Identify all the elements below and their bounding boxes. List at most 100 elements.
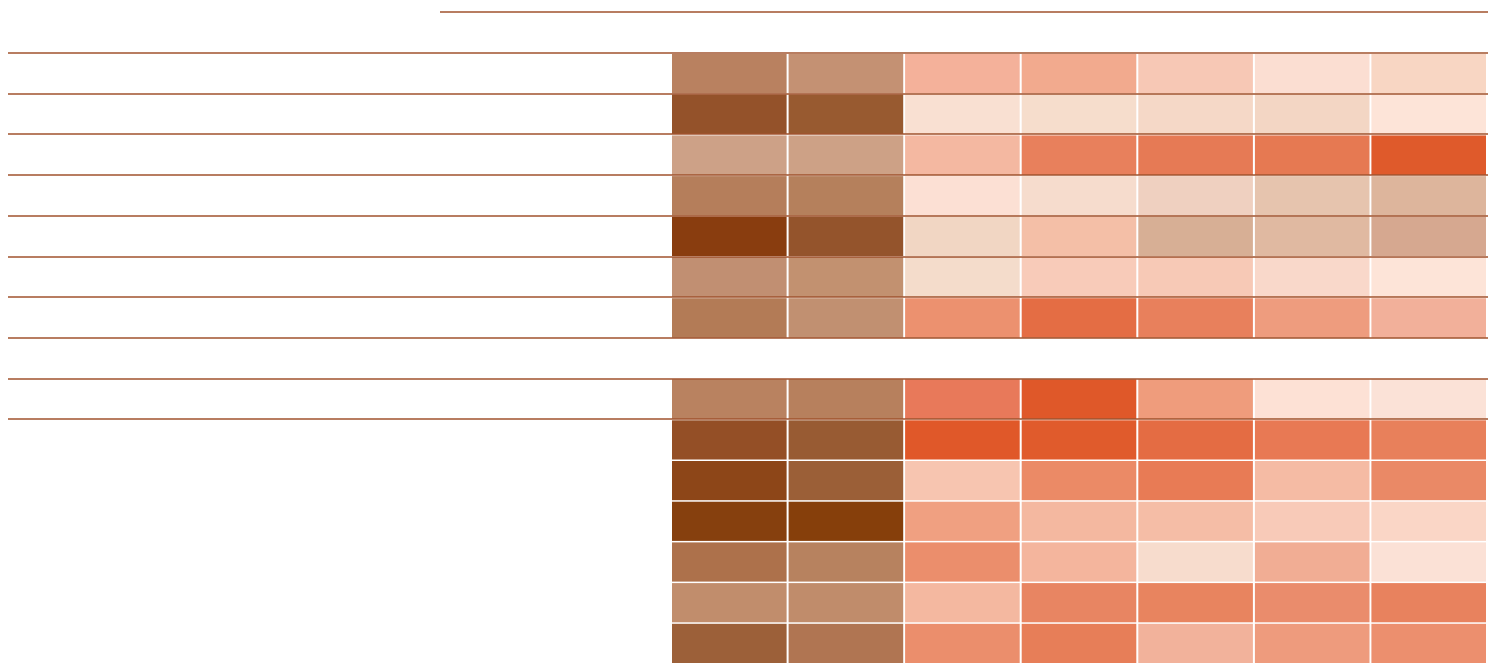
heatmap-cell — [672, 176, 787, 216]
heatmap-cell — [788, 501, 904, 541]
heatmap-cell — [672, 216, 787, 256]
heatmap-cell — [905, 257, 1020, 297]
heatmap-cell — [672, 379, 787, 419]
heatmap-cell — [1371, 216, 1486, 256]
heatmap-cell — [1021, 420, 1137, 460]
heatmap-cell — [1021, 135, 1137, 175]
heatmap-cell — [1371, 461, 1486, 501]
heatmap-cell — [672, 298, 787, 338]
heatmap-cell — [1254, 54, 1370, 94]
heatmap-cell — [1021, 94, 1137, 134]
heatmap-cell — [1138, 542, 1253, 582]
heatmap-cell — [905, 54, 1020, 94]
heatmap-cell — [1138, 420, 1253, 460]
heatmap-cell — [1371, 176, 1486, 216]
heatmap-cell — [1138, 298, 1253, 338]
heatmap-cell — [1371, 583, 1486, 623]
heatmap-cell — [1254, 501, 1370, 541]
heatmap-cell — [672, 135, 787, 175]
heatmap-cell — [1254, 176, 1370, 216]
heatmap-cell — [1371, 623, 1486, 663]
heatmap-cell — [1138, 501, 1253, 541]
heatmap-cell — [1138, 379, 1253, 419]
heatmap-cell — [1371, 420, 1486, 460]
heatmap-cell — [1138, 176, 1253, 216]
heatmap-cell — [1138, 216, 1253, 256]
heatmap-cell — [1021, 298, 1137, 338]
heatmap-cell — [672, 420, 787, 460]
heatmap-cell — [788, 94, 904, 134]
heatmap-cell — [1021, 461, 1137, 501]
heatmap-cell — [1021, 623, 1137, 663]
row-separators — [8, 11, 1488, 420]
heatmap-cell — [788, 461, 904, 501]
heatmap-cell — [1371, 257, 1486, 297]
heatmap-cell — [1138, 461, 1253, 501]
heatmap-cell — [905, 379, 1020, 419]
heatmap-cell — [1254, 379, 1370, 419]
heatmap-cell — [1371, 379, 1486, 419]
heatmap-cell — [1254, 216, 1370, 256]
heatmap-cell — [1138, 583, 1253, 623]
heatmap-cell — [788, 623, 904, 663]
heatmap-cells — [672, 54, 1486, 663]
heatmap-cell — [788, 135, 904, 175]
heatmap-cell — [905, 461, 1020, 501]
heatmap-cell — [1254, 542, 1370, 582]
heatmap-cell — [905, 135, 1020, 175]
heatmap-cell — [788, 542, 904, 582]
heatmap-cell — [1021, 257, 1137, 297]
heatmap-cell — [1371, 54, 1486, 94]
heatmap-cell — [788, 176, 904, 216]
heatmap-cell — [1254, 257, 1370, 297]
heatmap-cell — [1138, 94, 1253, 134]
heatmap-cell — [672, 623, 787, 663]
heatmap-cell — [1021, 542, 1137, 582]
heatmap-cell — [1371, 94, 1486, 134]
heatmap-cell — [1138, 135, 1253, 175]
heatmap-cell — [1138, 623, 1253, 663]
heatmap-cell — [1254, 623, 1370, 663]
heatmap-cell — [672, 257, 787, 297]
heatmap-cell — [1138, 54, 1253, 94]
heatmap-cell — [1021, 379, 1137, 419]
heatmap-cell — [905, 94, 1020, 134]
heatmap-cell — [905, 542, 1020, 582]
heatmap-cell — [1021, 54, 1137, 94]
heatmap-cell — [1254, 298, 1370, 338]
heatmap-cell — [672, 54, 787, 94]
heatmap-cell — [1138, 257, 1253, 297]
heatmap-cell — [788, 379, 904, 419]
heatmap-cell — [1371, 542, 1486, 582]
heatmap-cell — [1021, 216, 1137, 256]
heatmap-cell — [905, 583, 1020, 623]
heatmap-cell — [788, 257, 904, 297]
heatmap-cell — [1021, 501, 1137, 541]
heatmap-cell — [905, 176, 1020, 216]
heatmap-cell — [1254, 135, 1370, 175]
heatmap-cell — [672, 542, 787, 582]
heatmap-cell — [672, 94, 787, 134]
heatmap-cell — [1371, 501, 1486, 541]
heatmap-cell — [1254, 94, 1370, 134]
heatmap-cell — [672, 461, 787, 501]
heatmap-cell — [672, 583, 787, 623]
heatmap-cell — [905, 298, 1020, 338]
heatmap-cell — [905, 216, 1020, 256]
heatmap-cell — [1371, 135, 1486, 175]
heatmap-cell — [1371, 298, 1486, 338]
heatmap-cell — [788, 54, 904, 94]
heatmap-cell — [905, 501, 1020, 541]
heatmap-cell — [1254, 583, 1370, 623]
heatmap-cell — [1021, 176, 1137, 216]
heatmap-cell — [788, 216, 904, 256]
heatmap-cell — [1254, 461, 1370, 501]
heatmap-cell — [672, 501, 787, 541]
heatmap-cell — [905, 623, 1020, 663]
heatmap-cell — [788, 583, 904, 623]
heatmap-cell — [905, 420, 1020, 460]
heatmap-cell — [788, 420, 904, 460]
heatmap-cell — [788, 298, 904, 338]
heatmap-cell — [1254, 420, 1370, 460]
